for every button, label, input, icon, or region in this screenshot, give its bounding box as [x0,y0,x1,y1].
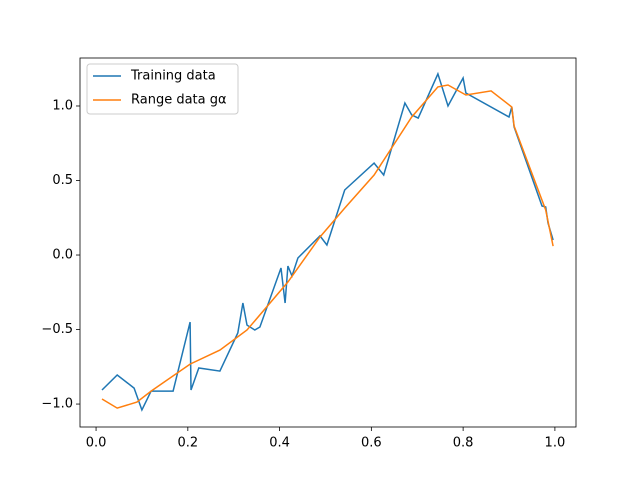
x-tick-label: 0.2 [177,436,198,451]
x-tick-label: 0.4 [269,436,290,451]
y-tick-label: −1.0 [41,397,73,412]
x-tick-label: 1.0 [545,436,566,451]
y-tick-label: 0.5 [52,173,73,188]
line-series [101,84,554,409]
x-tick-label: 0.0 [86,436,107,451]
x-tick-label: 0.6 [361,436,382,451]
x-tick-label: 0.8 [453,436,474,451]
axes-frame [79,57,577,428]
line-series [101,71,554,412]
legend-label: Training data [130,69,216,84]
y-tick-label: 1.0 [52,98,73,113]
y-tick-label: 0.0 [52,248,73,263]
legend-label: Range data gα [131,93,227,108]
legend-box [86,63,239,115]
y-tick-label: −0.5 [41,322,73,337]
